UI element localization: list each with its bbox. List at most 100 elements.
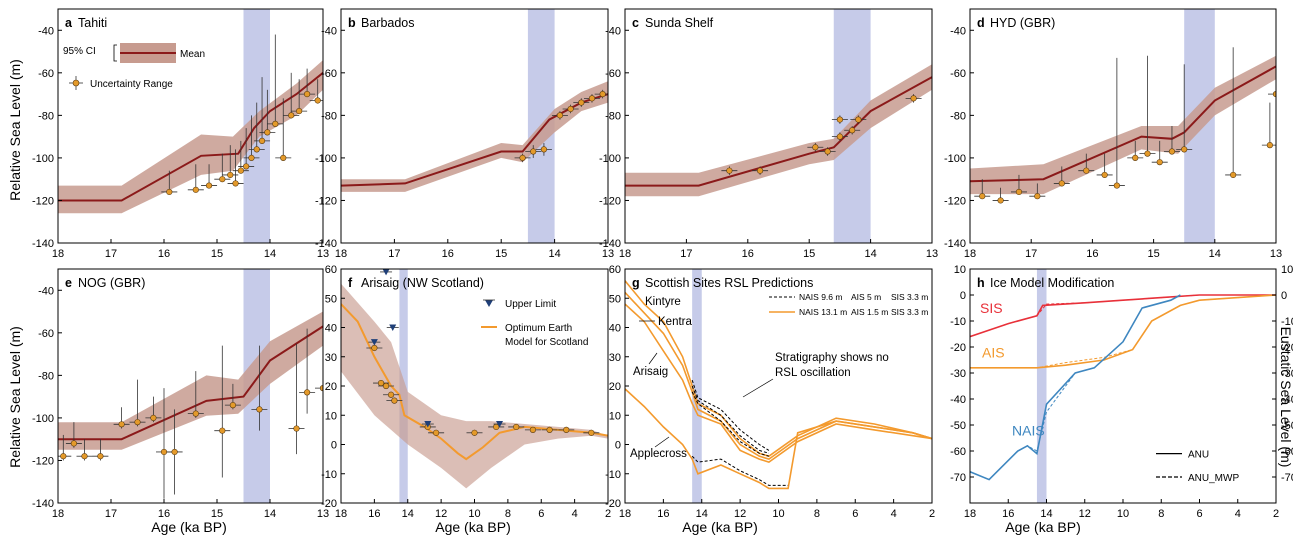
- panel-letter: d: [977, 16, 985, 30]
- x-axis-title-e: Age (ka BP): [151, 519, 226, 535]
- upper-limit-marker: [496, 421, 504, 428]
- y-tick-label: -140: [32, 238, 54, 250]
- data-point: [836, 116, 844, 123]
- y-right-tick-label: 10: [1281, 264, 1293, 276]
- plot-frame: [969, 268, 1277, 504]
- x-tick-label: 2: [605, 508, 611, 520]
- data-point: [391, 397, 398, 404]
- panel-a: 18 17 16 15 14 13 -140 -120 -100 -80 -60 -40 a Tahiti…: [32, 8, 329, 260]
- y-right-tick-label: -70: [1281, 472, 1293, 484]
- data-point: [855, 116, 862, 123]
- x-tick-label: 14: [264, 508, 276, 520]
- data-point: [567, 105, 574, 113]
- panel-title: NOG (GBR): [78, 276, 145, 290]
- data-point: [97, 453, 104, 460]
- series-line: [970, 294, 1276, 369]
- panel-h: 18 16 14 12 10 8 6 4 2 -70 -60 -50 -40 -30 -20 -10 0 10 -7…: [950, 264, 1293, 520]
- legend-upper-label: Upper Limit: [505, 299, 556, 310]
- x-tick-label: 6: [852, 508, 858, 520]
- y-tick-label: 0: [615, 440, 621, 452]
- panel-title: Barbados: [361, 16, 415, 30]
- y-tick-label: 40: [609, 323, 621, 335]
- y-tick-label: -120: [944, 195, 966, 207]
- x-tick-label: 6: [538, 508, 544, 520]
- y-tick-label: 50: [609, 293, 621, 305]
- arrow-applecross: [654, 436, 670, 448]
- plot-area-c: [625, 9, 932, 243]
- panel-letter: c: [632, 16, 639, 30]
- data-point: [513, 423, 520, 431]
- legend-anu-label: ANU: [1188, 450, 1209, 461]
- panel-letter: g: [632, 276, 640, 290]
- x-tick-label: 14: [264, 248, 276, 260]
- data-point: [60, 453, 67, 460]
- y-tick-label: -70: [950, 472, 966, 484]
- label-strat-1: Stratigraphy shows no: [775, 352, 889, 364]
- x-axis-title-h: Age (ka BP): [1005, 519, 1080, 535]
- x-tick-label: 2: [929, 508, 935, 520]
- ci-band: [341, 81, 608, 192]
- x-tick-label: 16: [1002, 508, 1014, 520]
- data-point: [1132, 154, 1139, 162]
- legend-row2-label: NAIS 13.1 m: [799, 307, 847, 317]
- data-point: [1266, 142, 1273, 149]
- x-tick-label: 4: [572, 508, 578, 520]
- y-tick-label: -20: [321, 498, 337, 510]
- plot-frame: [57, 8, 324, 244]
- upper-limit-marker: [382, 269, 390, 276]
- data-point: [70, 440, 77, 447]
- legend-row2-label: AIS 1.5 m: [851, 307, 888, 317]
- x-tick-label: 13: [926, 248, 938, 260]
- data-point: [849, 127, 856, 134]
- x-tick-label: 2: [1273, 508, 1279, 520]
- legend-uncertainty-label: Uncertainty Range: [90, 79, 173, 90]
- plot-area-h: [970, 269, 1276, 503]
- x-tick-label: 12: [435, 508, 447, 520]
- y-tick-label: -100: [32, 413, 54, 425]
- panels: 18 17 16 15 14 13-140-120-100-80-60-40a Tahiti…: [32, 8, 1293, 520]
- series-line: [970, 294, 1276, 338]
- y-tick-label: -40: [950, 25, 966, 37]
- panel-title: Sunda Shelf: [645, 16, 714, 30]
- x-tick-label: 18: [335, 248, 347, 260]
- data-point: [979, 193, 986, 200]
- data-point: [166, 188, 173, 196]
- plot-frame: [57, 268, 324, 504]
- data-point: [519, 154, 526, 162]
- x-tick-label: 15: [211, 508, 223, 520]
- panel-letter: b: [348, 16, 356, 30]
- x-tick-label: 18: [52, 248, 64, 260]
- label-kintyre: Kintyre: [645, 296, 681, 308]
- y-tick-label: -120: [315, 195, 337, 207]
- x-tick-label: 14: [1209, 248, 1221, 260]
- y-tick-label: 20: [609, 381, 621, 393]
- plot-area-e: [58, 269, 323, 503]
- y-tick-label: -20: [605, 498, 621, 510]
- data-point: [1015, 188, 1023, 196]
- x-tick-label: 8: [1158, 508, 1164, 520]
- data-point: [540, 146, 548, 153]
- data-point: [296, 108, 303, 115]
- panel-letter: a: [65, 16, 73, 30]
- y-tick-label: -80: [321, 110, 337, 122]
- upper-limit-marker: [370, 339, 378, 346]
- y-right-tick-label: -10: [1281, 316, 1293, 328]
- x-tick-label: 8: [814, 508, 820, 520]
- x-tick-label: 15: [211, 248, 223, 260]
- y-tick-label: -10: [950, 316, 966, 328]
- series-line: [970, 294, 1181, 481]
- panel-e: 18 17 16 15 14 13 -140 -120 -100 -80 -60 -40 e NOG (G…: [32, 268, 329, 520]
- legend-optimum-label-2: Model for Scotland: [505, 337, 588, 348]
- data-point: [578, 99, 585, 106]
- y-tick-label: -60: [950, 446, 966, 458]
- upper-limit-icon: [485, 300, 493, 307]
- data-point: [529, 426, 537, 433]
- x-tick-label: 18: [52, 508, 64, 520]
- plot-frame: [340, 8, 609, 244]
- y-tick-label: -40: [321, 25, 337, 37]
- series-line: [970, 294, 1276, 369]
- y-axis-title-bottom: Relative Sea Level (m): [7, 326, 23, 468]
- y-tick-label: -140: [315, 238, 337, 250]
- legend-row1-label: NAIS 9.6 m: [799, 292, 842, 302]
- x-tick-label: 4: [891, 508, 897, 520]
